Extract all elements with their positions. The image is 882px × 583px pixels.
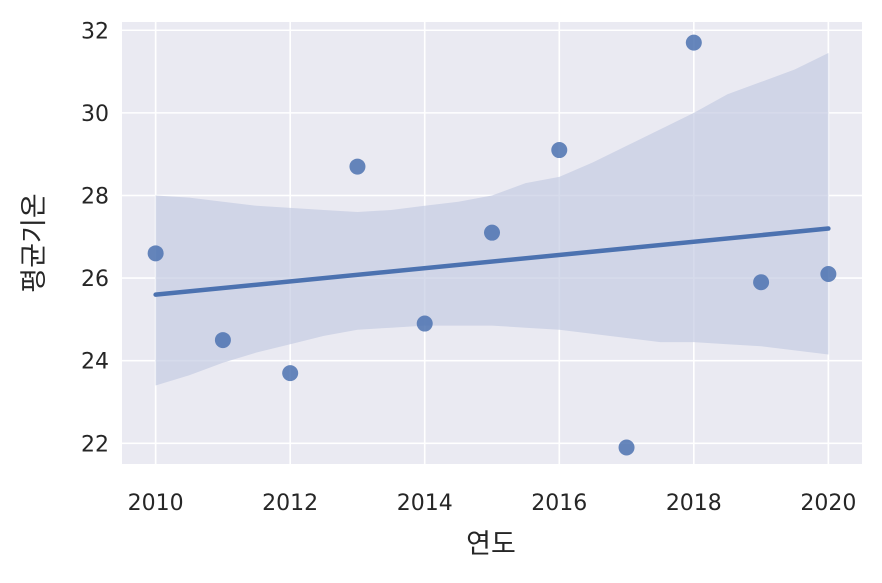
data-point xyxy=(685,34,702,51)
data-point xyxy=(214,332,231,349)
y-tick-label: 26 xyxy=(81,267,109,292)
data-point xyxy=(551,142,568,159)
x-tick-labels: 2010 2012 2014 2016 2018 2020 xyxy=(128,491,857,516)
regression-line-layer xyxy=(153,226,831,297)
y-axis-label: 평균기온 xyxy=(19,193,50,292)
data-point xyxy=(820,265,837,282)
y-tick-label: 32 xyxy=(81,19,109,44)
data-point xyxy=(147,245,164,262)
data-point xyxy=(484,224,500,241)
data-point xyxy=(618,439,635,456)
x-tick-label: 2016 xyxy=(531,491,587,516)
x-tick-label: 2014 xyxy=(397,491,453,516)
confidence-band xyxy=(155,53,829,386)
y-tick-label: 24 xyxy=(81,350,109,375)
scatter-points xyxy=(147,34,837,456)
data-point xyxy=(349,158,366,175)
y-tick-labels: 22 24 26 28 30 32 xyxy=(81,19,109,457)
x-tick-label: 2010 xyxy=(128,491,184,516)
confidence-band-layer xyxy=(155,53,829,386)
x-tick-label: 2020 xyxy=(800,491,856,516)
y-tick-label: 30 xyxy=(81,102,109,127)
data-point xyxy=(753,274,770,291)
data-point xyxy=(282,365,299,382)
y-tick-label: 22 xyxy=(81,432,109,457)
y-tick-label: 28 xyxy=(81,184,109,209)
regression-line xyxy=(153,226,831,297)
x-axis-label: 연도 xyxy=(466,529,516,560)
x-tick-label: 2012 xyxy=(262,491,318,516)
data-point xyxy=(416,315,433,332)
x-tick-label: 2018 xyxy=(666,491,722,516)
